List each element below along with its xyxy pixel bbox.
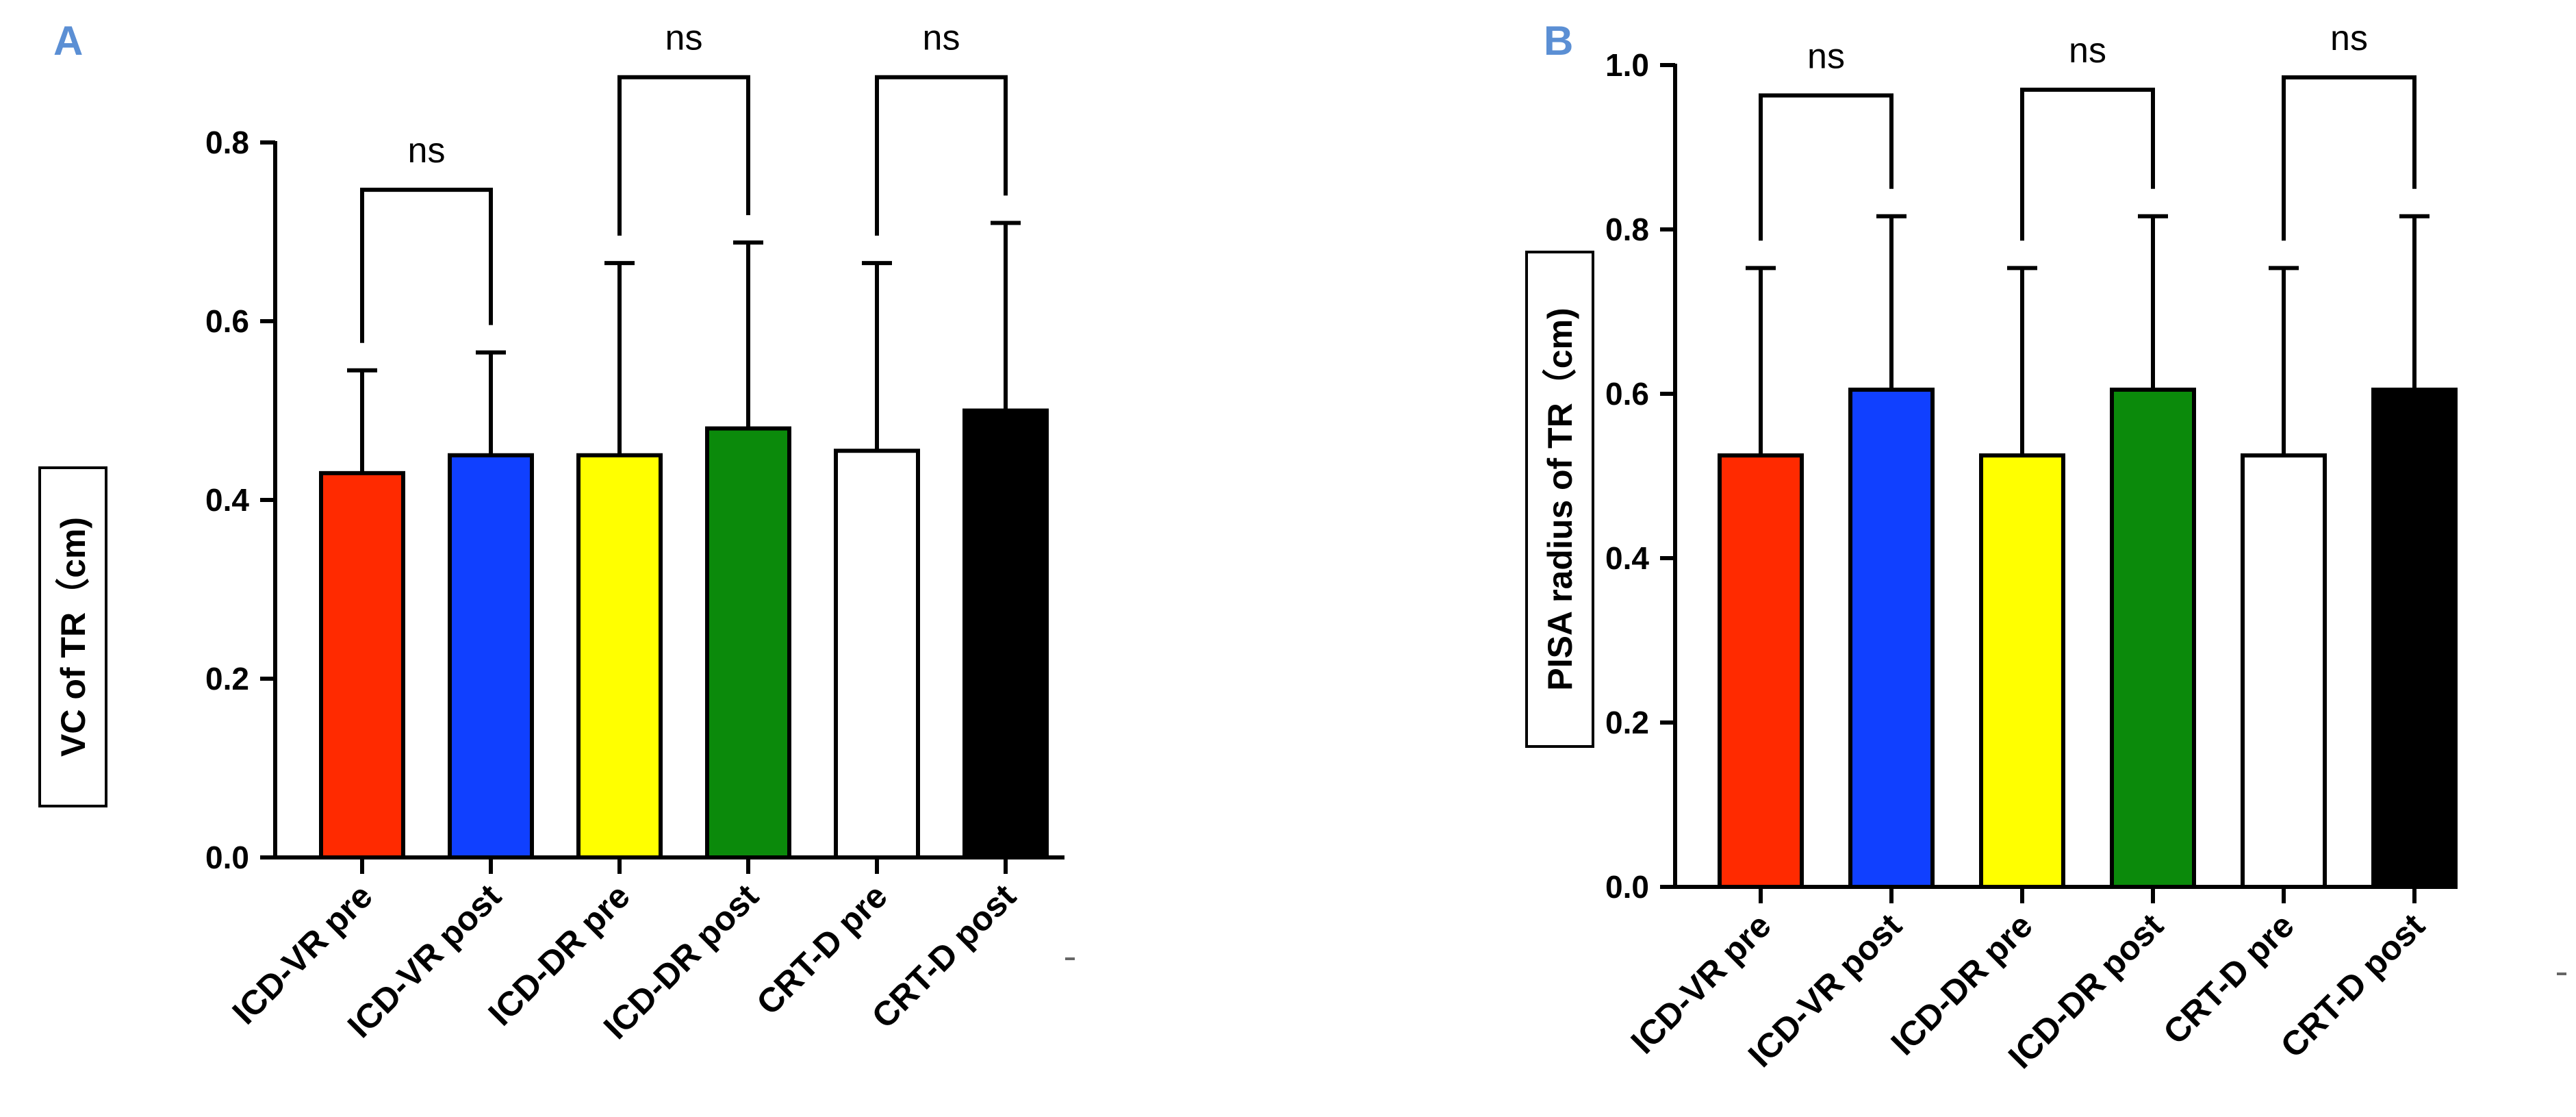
panel-b-y-tick-label-3: 0.6 [1605, 376, 1649, 412]
panel-b-chart: B PISA radius of TR（cm) ns ns ns 0.0 0.2 0.4… [1525, 18, 2458, 1076]
panel-a-bar-3 [705, 426, 791, 859]
panel-b-significance-label-2: ns [2330, 18, 2368, 58]
panel-b-significance-label-0: ns [1807, 36, 1845, 76]
panel-b-significance: ns ns ns [1759, 18, 2416, 241]
panel-b-y-tick-label-1: 0.2 [1605, 705, 1649, 740]
panel-b-error-bar-1 [1876, 214, 1907, 390]
panel-b-error-bar-3 [2138, 214, 2168, 390]
panel-a-error-bars [347, 221, 1021, 473]
panel-b-error-bars [1746, 214, 2430, 455]
panel-b-label: B [1544, 18, 1573, 64]
panel-b-bars [1718, 388, 2458, 889]
panel-b-y-axis-title-box [1525, 251, 1594, 748]
panel-b-bar-0 [1718, 453, 1804, 889]
panel-a-y-tick-label-2: 0.4 [205, 482, 249, 518]
panel-a-error-bar-3 [733, 240, 763, 429]
panel-b-significance-bracket-1 [2020, 88, 2155, 241]
panel-b-y-tick-label-2: 0.4 [1605, 540, 1649, 576]
panel-b-bar-1 [1848, 388, 1935, 889]
panel-b-error-bar-2 [2007, 266, 2037, 455]
panel-b-bar-3 [2110, 388, 2196, 889]
stray-mark-b [2557, 972, 2566, 975]
panel-b-error-bar-5 [2399, 214, 2430, 390]
panel-b-y-axis-title: PISA radius of TR（cm) [1525, 251, 1594, 748]
panel-a-bar-1 [448, 453, 534, 859]
panel-b-category-label-4: CRT-D pre [2156, 906, 2301, 1051]
panel-b-y-axis-title-text: PISA radius of TR（cm) [1541, 308, 1579, 690]
panel-a-y-axis-title: VC of TR（cm) [38, 466, 107, 807]
panel-b-error-bar-4 [2269, 266, 2299, 455]
panel-a-y-axis-title-box [38, 466, 107, 807]
panel-a-y-tick-label-4: 0.8 [205, 125, 249, 160]
panel-b-bar-5 [2371, 388, 2458, 889]
panel-a-significance-label-1: ns [665, 18, 703, 58]
panel-a-bar-0 [319, 470, 405, 859]
panel-a-axes [260, 140, 1064, 874]
panel-a-significance: ns ns ns [360, 18, 1008, 343]
panel-a-significance-label-2: ns [923, 18, 960, 58]
panel-a-y-tick-label-0: 0.0 [205, 840, 249, 875]
panel-b-error-bar-0 [1746, 266, 1776, 455]
panel-a-y-tick-label-3: 0.6 [205, 303, 249, 339]
panel-a-chart: A VC of TR（cm) ns ns ns 0.0 0.2 0.4 0.6 0.8 IC… [38, 18, 1064, 1046]
stray-mark-a [1065, 957, 1075, 960]
panel-b-axes [1660, 63, 2437, 903]
panel-b-tick-labels: 0.0 0.2 0.4 0.6 0.8 1.0 [1605, 47, 1649, 905]
panel-a-significance-bracket-0 [360, 188, 493, 343]
panel-a-label: A [53, 18, 83, 64]
panel-a-y-axis-title-text: VC of TR（cm) [54, 517, 92, 757]
panel-a-bar-2 [576, 453, 663, 859]
panel-b-bar-2 [1979, 453, 2065, 889]
panel-b-significance-bracket-2 [2282, 75, 2416, 241]
panel-a-tick-labels: 0.0 0.2 0.4 0.6 0.8 [205, 125, 249, 875]
panel-b-y-tick-label-0: 0.0 [1605, 869, 1649, 905]
panel-b-y-tick-label-5: 1.0 [1605, 47, 1649, 83]
panel-a-significance-bracket-1 [617, 75, 750, 236]
panel-a-error-bar-4 [862, 261, 892, 451]
panel-a-bars [319, 408, 1049, 859]
panel-b-bar-4 [2241, 453, 2327, 889]
panel-a-y-tick-label-1: 0.2 [205, 661, 249, 696]
panel-b-significance-label-1: ns [2069, 31, 2106, 71]
panel-a-error-bar-1 [476, 350, 506, 455]
panel-a-significance-label-0: ns [408, 131, 446, 171]
panel-a-error-bar-0 [347, 368, 377, 473]
panel-b-significance-bracket-0 [1759, 93, 1893, 241]
panel-b-y-tick-label-4: 0.8 [1605, 212, 1649, 247]
panel-a-significance-bracket-2 [875, 75, 1008, 236]
panel-a-error-bar-2 [604, 261, 635, 455]
panel-a-error-bar-5 [991, 221, 1021, 411]
panel-a-bar-4 [834, 449, 920, 859]
panel-a-bar-5 [962, 408, 1049, 859]
